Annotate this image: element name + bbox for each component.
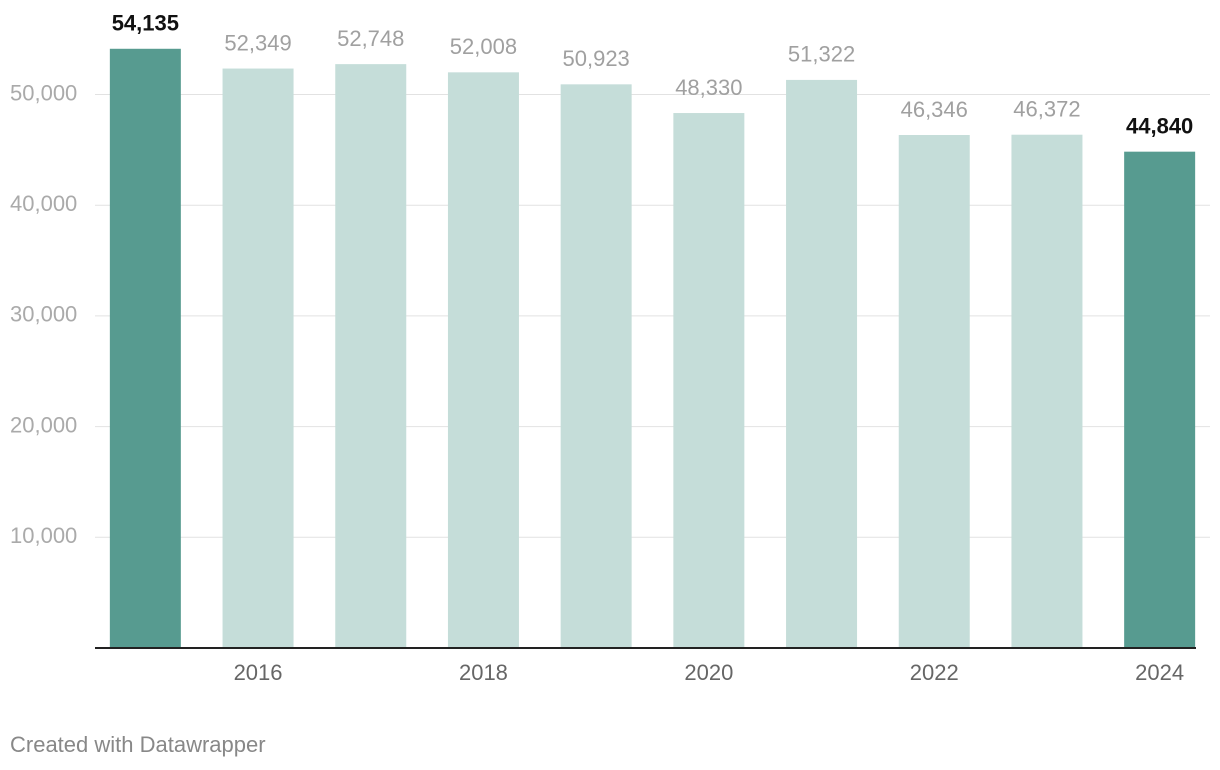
value-label: 54,135 [112,11,179,36]
x-tick-label: 2020 [684,660,733,685]
bar [1011,134,1083,648]
footer: Created with Datawrapper [10,732,266,757]
y-tick-label: 10,000 [10,523,77,548]
bar [1124,151,1196,648]
value-label: 52,008 [450,34,517,59]
y-tick-label: 40,000 [10,191,77,216]
x-tick-label: 2024 [1135,660,1184,685]
x-tick-label: 2022 [910,660,959,685]
value-label: 44,840 [1126,113,1193,138]
value-label: 48,330 [675,75,742,100]
value-label: 46,346 [901,97,968,122]
bar [560,84,632,648]
value-label: 52,349 [224,30,291,55]
value-label: 46,372 [1013,97,1080,122]
y-tick-label: 30,000 [10,302,77,327]
bar [335,64,407,648]
bar [109,48,181,648]
value-label: 51,322 [788,42,855,67]
bar [222,68,294,649]
bar [673,113,745,649]
bar [898,134,970,648]
value-label: 50,923 [563,46,630,71]
bar [786,79,858,648]
x-tick-label: 2016 [234,660,283,685]
y-tick-label: 50,000 [10,80,77,105]
x-tick-label: 2018 [459,660,508,685]
value-label: 52,748 [337,26,404,51]
y-tick-label: 20,000 [10,412,77,437]
bar [447,72,519,648]
